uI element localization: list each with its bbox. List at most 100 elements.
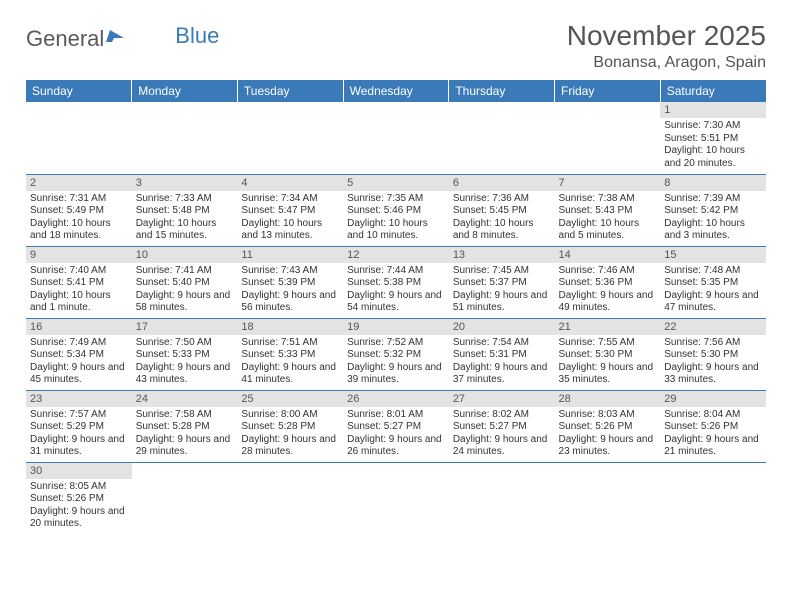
calendar-cell: 23Sunrise: 7:57 AMSunset: 5:29 PMDayligh… bbox=[26, 390, 132, 462]
title-block: November 2025 Bonansa, Aragon, Spain bbox=[567, 20, 766, 72]
sunset-line: Sunset: 5:37 PM bbox=[453, 277, 527, 288]
sunset-line: Sunset: 5:35 PM bbox=[664, 277, 738, 288]
calendar-cell: 30Sunrise: 8:05 AMSunset: 5:26 PMDayligh… bbox=[26, 462, 132, 534]
weekday-header: Friday bbox=[555, 80, 661, 102]
weekday-header-row: SundayMondayTuesdayWednesdayThursdayFrid… bbox=[26, 80, 766, 102]
daylight-line: Daylight: 9 hours and 20 minutes. bbox=[30, 506, 125, 530]
day-body: Sunrise: 7:39 AMSunset: 5:42 PMDaylight:… bbox=[660, 191, 766, 245]
sunset-line: Sunset: 5:40 PM bbox=[136, 277, 210, 288]
sunset-line: Sunset: 5:43 PM bbox=[559, 205, 633, 216]
day-number: 26 bbox=[343, 391, 449, 407]
day-number: 13 bbox=[449, 247, 555, 263]
calendar-cell-empty bbox=[343, 102, 449, 174]
calendar-cell: 8Sunrise: 7:39 AMSunset: 5:42 PMDaylight… bbox=[660, 174, 766, 246]
calendar-cell: 16Sunrise: 7:49 AMSunset: 5:34 PMDayligh… bbox=[26, 318, 132, 390]
day-body: Sunrise: 8:02 AMSunset: 5:27 PMDaylight:… bbox=[449, 407, 555, 461]
daylight-line: Daylight: 10 hours and 13 minutes. bbox=[241, 218, 322, 242]
daylight-line: Daylight: 10 hours and 20 minutes. bbox=[664, 145, 745, 169]
calendar-cell-empty bbox=[660, 462, 766, 534]
daylight-line: Daylight: 10 hours and 18 minutes. bbox=[30, 218, 111, 242]
calendar-cell: 3Sunrise: 7:33 AMSunset: 5:48 PMDaylight… bbox=[132, 174, 238, 246]
sunrise-line: Sunrise: 7:51 AM bbox=[241, 337, 317, 348]
sunrise-line: Sunrise: 7:50 AM bbox=[136, 337, 212, 348]
sunrise-line: Sunrise: 7:31 AM bbox=[30, 193, 106, 204]
sunset-line: Sunset: 5:36 PM bbox=[559, 277, 633, 288]
calendar-cell-empty bbox=[237, 462, 343, 534]
day-body: Sunrise: 7:55 AMSunset: 5:30 PMDaylight:… bbox=[555, 335, 661, 389]
weekday-header: Saturday bbox=[660, 80, 766, 102]
weekday-header: Monday bbox=[132, 80, 238, 102]
sunset-line: Sunset: 5:29 PM bbox=[30, 421, 104, 432]
day-number: 28 bbox=[555, 391, 661, 407]
day-body: Sunrise: 7:58 AMSunset: 5:28 PMDaylight:… bbox=[132, 407, 238, 461]
daylight-line: Daylight: 9 hours and 26 minutes. bbox=[347, 434, 442, 458]
day-body: Sunrise: 7:56 AMSunset: 5:30 PMDaylight:… bbox=[660, 335, 766, 389]
weekday-header: Tuesday bbox=[237, 80, 343, 102]
sunset-line: Sunset: 5:34 PM bbox=[30, 349, 104, 360]
daylight-line: Daylight: 9 hours and 39 minutes. bbox=[347, 362, 442, 386]
sunrise-line: Sunrise: 7:58 AM bbox=[136, 409, 212, 420]
page: General Blue November 2025 Bonansa, Arag… bbox=[0, 0, 792, 554]
calendar-cell: 18Sunrise: 7:51 AMSunset: 5:33 PMDayligh… bbox=[237, 318, 343, 390]
sunset-line: Sunset: 5:48 PM bbox=[136, 205, 210, 216]
day-number: 6 bbox=[449, 175, 555, 191]
weekday-header: Thursday bbox=[449, 80, 555, 102]
day-body: Sunrise: 7:54 AMSunset: 5:31 PMDaylight:… bbox=[449, 335, 555, 389]
calendar-cell-empty bbox=[237, 102, 343, 174]
day-number: 14 bbox=[555, 247, 661, 263]
calendar-row: 9Sunrise: 7:40 AMSunset: 5:41 PMDaylight… bbox=[26, 246, 766, 318]
daylight-line: Daylight: 9 hours and 28 minutes. bbox=[241, 434, 336, 458]
sunrise-line: Sunrise: 7:43 AM bbox=[241, 265, 317, 276]
calendar-cell: 19Sunrise: 7:52 AMSunset: 5:32 PMDayligh… bbox=[343, 318, 449, 390]
day-number: 24 bbox=[132, 391, 238, 407]
sunset-line: Sunset: 5:30 PM bbox=[664, 349, 738, 360]
calendar-cell-empty bbox=[555, 462, 661, 534]
sunrise-line: Sunrise: 8:03 AM bbox=[559, 409, 635, 420]
sunset-line: Sunset: 5:28 PM bbox=[136, 421, 210, 432]
daylight-line: Daylight: 10 hours and 15 minutes. bbox=[136, 218, 217, 242]
calendar-cell-empty bbox=[132, 102, 238, 174]
sunset-line: Sunset: 5:47 PM bbox=[241, 205, 315, 216]
day-number: 18 bbox=[237, 319, 343, 335]
calendar-cell: 5Sunrise: 7:35 AMSunset: 5:46 PMDaylight… bbox=[343, 174, 449, 246]
day-body: Sunrise: 7:45 AMSunset: 5:37 PM Daylight:… bbox=[449, 263, 555, 317]
day-number: 10 bbox=[132, 247, 238, 263]
month-title: November 2025 bbox=[567, 20, 766, 52]
calendar-cell-empty bbox=[449, 462, 555, 534]
calendar-cell-empty bbox=[343, 462, 449, 534]
day-number: 11 bbox=[237, 247, 343, 263]
day-body: Sunrise: 7:48 AMSunset: 5:35 PMDaylight:… bbox=[660, 263, 766, 317]
day-number: 3 bbox=[132, 175, 238, 191]
day-body: Sunrise: 7:35 AMSunset: 5:46 PMDaylight:… bbox=[343, 191, 449, 245]
sunrise-line: Sunrise: 7:45 AM bbox=[453, 265, 529, 276]
day-number: 2 bbox=[26, 175, 132, 191]
calendar-cell: 4Sunrise: 7:34 AMSunset: 5:47 PMDaylight… bbox=[237, 174, 343, 246]
sunrise-line: Sunrise: 8:01 AM bbox=[347, 409, 423, 420]
sunrise-line: Sunrise: 7:52 AM bbox=[347, 337, 423, 348]
daylight-line: Daylight: 9 hours and 56 minutes. bbox=[241, 290, 336, 314]
day-body: Sunrise: 7:43 AMSunset: 5:39 PMDaylight:… bbox=[237, 263, 343, 317]
logo: General Blue bbox=[26, 20, 219, 52]
calendar-cell: 11Sunrise: 7:43 AMSunset: 5:39 PMDayligh… bbox=[237, 246, 343, 318]
sunrise-line: Sunrise: 7:44 AM bbox=[347, 265, 423, 276]
sunset-line: Sunset: 5:26 PM bbox=[559, 421, 633, 432]
calendar-cell: 20Sunrise: 7:54 AMSunset: 5:31 PMDayligh… bbox=[449, 318, 555, 390]
day-body: Sunrise: 7:57 AMSunset: 5:29 PMDaylight:… bbox=[26, 407, 132, 461]
daylight-line: Daylight: 9 hours and 49 minutes. bbox=[559, 290, 654, 314]
sunrise-line: Sunrise: 7:40 AM bbox=[30, 265, 106, 276]
daylight-line: Daylight: 9 hours and 35 minutes. bbox=[559, 362, 654, 386]
day-number: 19 bbox=[343, 319, 449, 335]
calendar-cell: 21Sunrise: 7:55 AMSunset: 5:30 PMDayligh… bbox=[555, 318, 661, 390]
day-body: Sunrise: 7:50 AMSunset: 5:33 PMDaylight:… bbox=[132, 335, 238, 389]
sunset-line: Sunset: 5:26 PM bbox=[664, 421, 738, 432]
daylight-line: Daylight: 9 hours and 51 minutes. bbox=[453, 290, 548, 314]
calendar-row: 30Sunrise: 8:05 AMSunset: 5:26 PMDayligh… bbox=[26, 462, 766, 534]
day-body: Sunrise: 7:33 AMSunset: 5:48 PMDaylight:… bbox=[132, 191, 238, 245]
flag-icon bbox=[106, 24, 126, 50]
calendar-cell: 29Sunrise: 8:04 AMSunset: 5:26 PMDayligh… bbox=[660, 390, 766, 462]
day-body: Sunrise: 7:41 AMSunset: 5:40 PMDaylight:… bbox=[132, 263, 238, 317]
sunset-line: Sunset: 5:38 PM bbox=[347, 277, 421, 288]
day-number: 29 bbox=[660, 391, 766, 407]
day-body: Sunrise: 7:51 AMSunset: 5:33 PMDaylight:… bbox=[237, 335, 343, 389]
logo-text-2: Blue bbox=[175, 23, 219, 49]
